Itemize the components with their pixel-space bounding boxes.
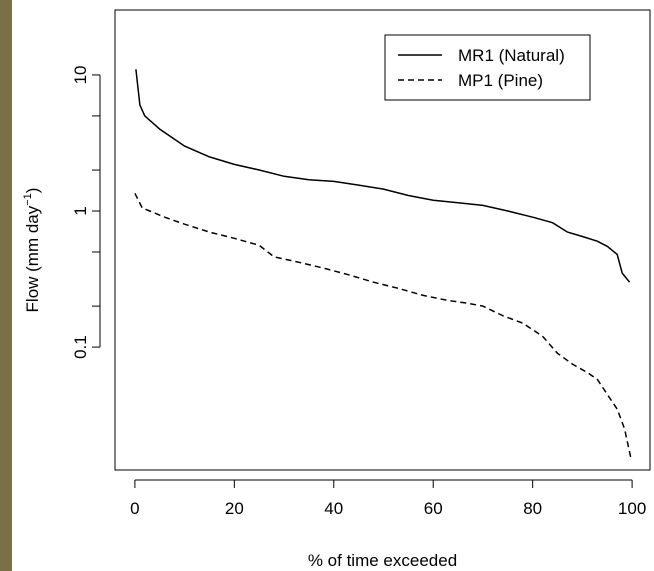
y-axis-label: Flow (mm day−1) bbox=[22, 188, 42, 313]
y-tick-label: 1 bbox=[71, 206, 90, 215]
y-axis-label-suffix: ) bbox=[23, 188, 42, 194]
x-tick-label: 0 bbox=[130, 499, 139, 518]
x-tick-label: 80 bbox=[523, 499, 542, 518]
photo-edge bbox=[0, 0, 12, 571]
legend-box bbox=[384, 34, 591, 101]
legend-label: MP1 (Pine) bbox=[458, 71, 543, 90]
plot-frame bbox=[114, 9, 651, 471]
y-axis-label-text: Flow (mm day bbox=[23, 205, 42, 312]
x-tick-label: 20 bbox=[225, 499, 244, 518]
y-tick-label: 10 bbox=[71, 65, 90, 84]
series-line bbox=[134, 192, 632, 460]
y-axis-label-sup: −1 bbox=[22, 193, 34, 206]
x-tick-label: 60 bbox=[424, 499, 443, 518]
legend-label: MR1 (Natural) bbox=[458, 46, 565, 65]
x-tick-label: 40 bbox=[324, 499, 343, 518]
x-tick-label: 100 bbox=[618, 499, 646, 518]
x-axis-label: % of time exceeded bbox=[308, 551, 457, 570]
series-line bbox=[135, 69, 631, 283]
y-tick-label: 0.1 bbox=[71, 335, 90, 359]
